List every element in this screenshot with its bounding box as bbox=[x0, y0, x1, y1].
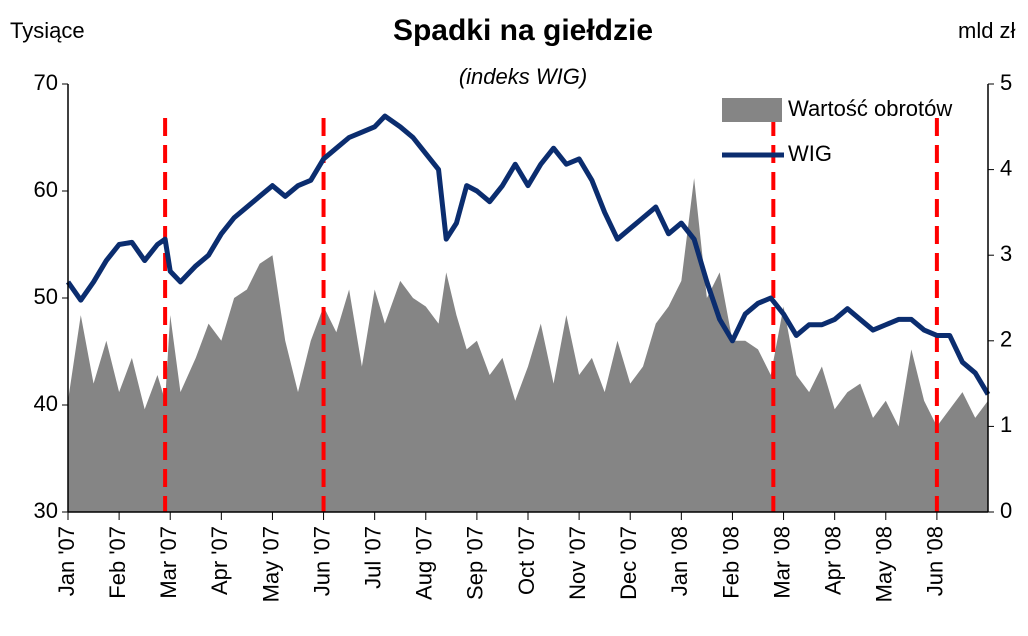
x-tick-label: Nov '07 bbox=[565, 526, 590, 600]
x-tick-label: Feb '07 bbox=[105, 526, 130, 599]
x-tick-label: Dec '07 bbox=[616, 526, 641, 600]
line bbox=[65, 113, 991, 396]
legend-label: Wartość obrotów bbox=[788, 96, 952, 121]
x-tick-label: Jan '08 bbox=[667, 526, 692, 596]
x-tick-label: May '07 bbox=[258, 526, 283, 602]
area bbox=[68, 178, 988, 512]
x-tick-label: Jan '07 bbox=[54, 526, 79, 596]
x-tick-label: Feb '08 bbox=[718, 526, 743, 599]
x-tick-label: Jul '07 bbox=[360, 526, 385, 589]
y2-tick-label: 0 bbox=[1000, 498, 1012, 523]
x-tick-label: Jun '08 bbox=[923, 526, 948, 596]
x-tick-label: Apr '08 bbox=[820, 526, 845, 595]
y-tick-label: 70 bbox=[34, 70, 58, 95]
y2-tick-label: 2 bbox=[1000, 327, 1012, 352]
y-tick-label: 50 bbox=[34, 284, 58, 309]
x-tick-label: Sep '07 bbox=[463, 526, 488, 600]
y-tick-label: 60 bbox=[34, 177, 58, 202]
y2-tick-label: 1 bbox=[1000, 412, 1012, 437]
y2-axis-label: mld zł bbox=[958, 18, 1016, 43]
chart-subtitle: (indeks WIG) bbox=[459, 64, 587, 89]
x-tick-label: Jun '07 bbox=[309, 526, 334, 596]
y-tick-label: 40 bbox=[34, 391, 58, 416]
y2-tick-label: 3 bbox=[1000, 241, 1012, 266]
y-axis-label: Tysiące bbox=[10, 18, 85, 43]
x-tick-label: Mar '08 bbox=[769, 526, 794, 599]
x-tick-label: Apr '07 bbox=[207, 526, 232, 595]
x-tick-label: May '08 bbox=[872, 526, 897, 602]
chart-title: Spadki na giełdzie bbox=[393, 14, 653, 47]
legend-swatch bbox=[722, 98, 782, 122]
x-tick-label: Oct '07 bbox=[514, 526, 539, 595]
y2-tick-label: 5 bbox=[1000, 70, 1012, 95]
y-tick-label: 30 bbox=[34, 498, 58, 523]
legend-label: WIG bbox=[788, 141, 832, 166]
x-tick-label: Mar '07 bbox=[156, 526, 181, 599]
x-tick-label: Aug '07 bbox=[412, 526, 437, 600]
y2-tick-label: 4 bbox=[1000, 155, 1012, 180]
